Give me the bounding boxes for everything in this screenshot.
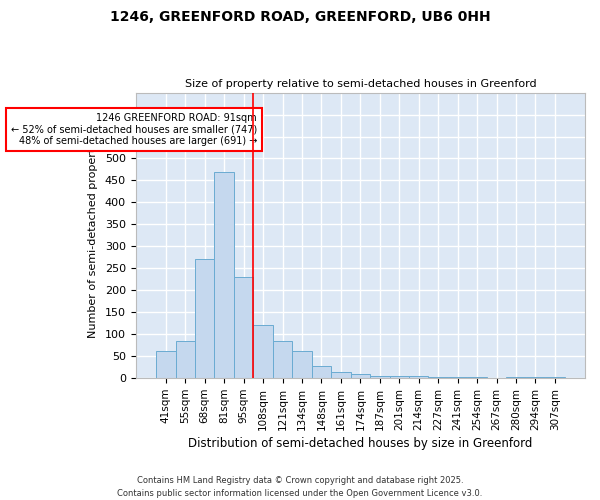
Bar	[273, 341, 292, 378]
Bar	[526, 377, 545, 378]
Bar	[350, 374, 370, 378]
Bar	[156, 351, 176, 378]
Bar	[292, 351, 312, 378]
Bar	[545, 377, 565, 378]
Bar	[448, 377, 467, 378]
Text: 1246, GREENFORD ROAD, GREENFORD, UB6 0HH: 1246, GREENFORD ROAD, GREENFORD, UB6 0HH	[110, 10, 490, 24]
Bar	[195, 258, 214, 378]
Bar	[176, 342, 195, 378]
Bar	[253, 326, 273, 378]
Bar	[389, 376, 409, 378]
Title: Size of property relative to semi-detached houses in Greenford: Size of property relative to semi-detach…	[185, 79, 536, 89]
Bar	[331, 372, 350, 378]
Text: 1246 GREENFORD ROAD: 91sqm
← 52% of semi-detached houses are smaller (747)
48% o: 1246 GREENFORD ROAD: 91sqm ← 52% of semi…	[11, 112, 257, 146]
Bar	[409, 376, 428, 378]
Bar	[234, 277, 253, 378]
Bar	[370, 376, 389, 378]
X-axis label: Distribution of semi-detached houses by size in Greenford: Distribution of semi-detached houses by …	[188, 437, 533, 450]
Bar	[312, 366, 331, 378]
Y-axis label: Number of semi-detached properties: Number of semi-detached properties	[88, 132, 98, 338]
Bar	[428, 377, 448, 378]
Text: Contains HM Land Registry data © Crown copyright and database right 2025.
Contai: Contains HM Land Registry data © Crown c…	[118, 476, 482, 498]
Bar	[214, 172, 234, 378]
